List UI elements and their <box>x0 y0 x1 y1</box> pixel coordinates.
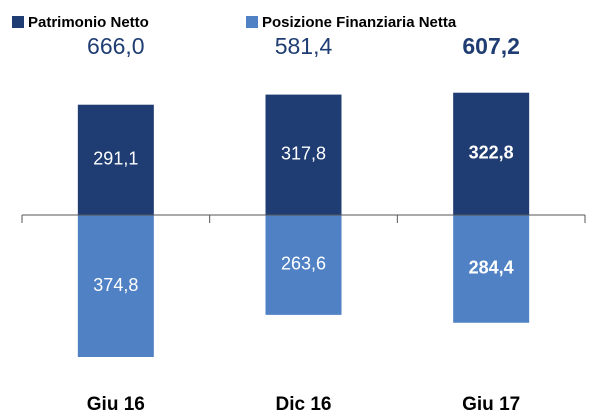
value-label: 317,8 <box>281 144 326 164</box>
legend-swatch <box>12 16 24 28</box>
value-label: 263,6 <box>281 254 326 274</box>
legend-swatch <box>246 16 258 28</box>
x-tick-label: Dic 16 <box>276 394 332 415</box>
bar <box>77 215 154 357</box>
legend-label: Patrimonio Netto <box>28 14 149 31</box>
value-label: 291,1 <box>93 149 138 169</box>
total-label: 607,2 <box>462 33 520 59</box>
bar <box>265 94 342 215</box>
x-tick-label: Giu 16 <box>87 394 145 415</box>
total-label: 666,0 <box>87 33 145 59</box>
bar <box>77 104 154 215</box>
bar <box>453 92 530 215</box>
x-tick-label: Giu 17 <box>462 394 520 415</box>
value-label: 322,8 <box>469 143 514 163</box>
value-label: 284,4 <box>469 258 514 278</box>
legend-label: Posizione Finanziaria Netta <box>262 14 457 31</box>
bar <box>453 215 530 323</box>
total-label: 581,4 <box>275 33 333 59</box>
value-label: 374,8 <box>93 275 138 295</box>
bar <box>265 215 342 315</box>
